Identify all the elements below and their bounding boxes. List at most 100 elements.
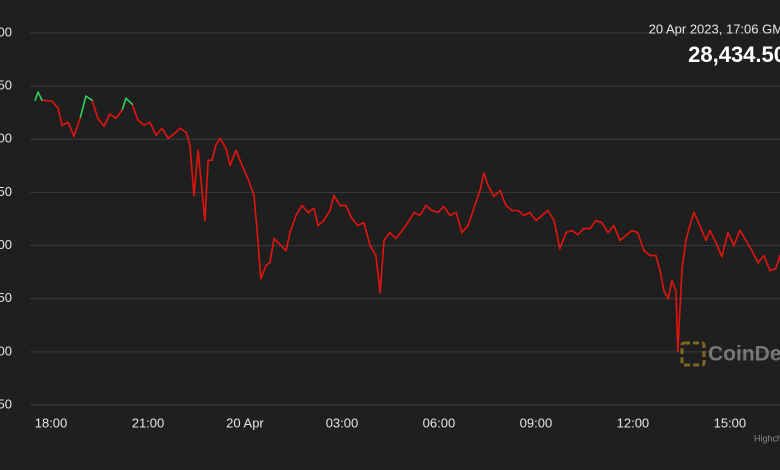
price-segment: [505, 204, 513, 212]
watermark-icon: [680, 341, 706, 367]
price-segment: [313, 207, 319, 227]
x-tick-label: 20 Apr: [226, 415, 264, 430]
price-segment: [631, 229, 639, 234]
price-segment: [204, 159, 209, 222]
price-segment: [51, 100, 59, 110]
price-segment: [727, 231, 735, 247]
price-segment: [541, 209, 549, 217]
price-segment: [547, 209, 555, 222]
price-segment: [345, 204, 353, 220]
x-tick-label: 15:00: [714, 415, 747, 430]
price-segment: [455, 211, 463, 234]
price-segment: [437, 205, 445, 214]
price-segment: [624, 229, 633, 237]
header-time: 20 Apr 2023, 17:06 GMT: [649, 21, 780, 36]
price-segment: [229, 149, 237, 167]
price-segment: [253, 194, 259, 242]
price-segment: [685, 224, 691, 242]
price-segment: [161, 127, 169, 140]
price-segment: [197, 149, 203, 192]
price-segment: [201, 189, 206, 222]
price-segment: [317, 219, 325, 227]
price-segment: [751, 249, 759, 264]
price-segment: [528, 211, 537, 222]
price-segment: [619, 234, 627, 242]
x-tick-label: 09:00: [520, 415, 553, 430]
x-tick-label: 03:00: [326, 415, 359, 430]
price-segment: [329, 194, 335, 212]
price-segment: [34, 91, 39, 101]
price-segment: [79, 95, 87, 120]
price-segment: [663, 289, 669, 300]
price-segment: [667, 279, 673, 300]
price-segment: [73, 117, 81, 138]
price-segment: [671, 279, 677, 292]
price-segment: [559, 231, 567, 250]
price-segment: [449, 211, 457, 217]
price-segment: [143, 121, 151, 127]
credits: Highcharts.com: [754, 433, 780, 443]
price-segment: [757, 254, 765, 264]
y-tick-label: 29,000: [0, 131, 12, 146]
price-segment: [333, 194, 341, 207]
price-segment: [655, 254, 661, 272]
price-segment: [179, 127, 187, 134]
y-tick-label: 28,750: [0, 184, 12, 199]
price-segment: [301, 204, 309, 214]
price-segment: [137, 119, 145, 127]
price-segment: [763, 254, 771, 272]
price-segment: [643, 249, 651, 257]
price-segment: [357, 221, 365, 227]
price-segment: [461, 224, 469, 234]
price-segment: [473, 189, 481, 210]
price-segment: [571, 229, 579, 236]
price-segment: [705, 229, 711, 242]
price-segment: [715, 241, 723, 258]
price-segment: [483, 172, 489, 187]
price-segment: [589, 219, 597, 230]
price-segment: [351, 217, 359, 227]
price-segment: [681, 239, 687, 270]
price-segment: [499, 189, 507, 207]
price-segment: [401, 221, 409, 232]
price-segment: [215, 137, 221, 147]
price-segment: [636, 231, 645, 252]
price-segment: [595, 219, 603, 224]
price-segment: [173, 127, 181, 135]
price-segment: [149, 121, 157, 137]
x-tick-label: 21:00: [132, 415, 165, 430]
price-segment: [185, 131, 191, 147]
price-segment: [745, 239, 753, 252]
price-segment: [419, 204, 427, 217]
price-segment: [269, 237, 275, 264]
price-segment: [219, 137, 227, 150]
price-segment: [61, 121, 69, 127]
price-segment: [721, 231, 729, 258]
price-segment: [189, 144, 195, 197]
price-segment: [285, 231, 291, 252]
price-segment: [289, 214, 297, 234]
price-segment: [565, 229, 573, 234]
price-segment: [613, 224, 621, 242]
price-segment: [131, 103, 139, 121]
price-segment: [431, 209, 439, 214]
price-segment: [323, 209, 331, 222]
price-segment: [769, 267, 777, 272]
price-segment: [577, 227, 585, 236]
price-segment: [607, 224, 615, 234]
price-segment: [121, 97, 127, 111]
price-segment: [225, 147, 231, 167]
price-segment: [675, 289, 679, 352]
price-segment: [241, 164, 249, 180]
price-segment: [211, 144, 217, 162]
price-segment: [693, 211, 701, 227]
watermark-logo: CoinDesk: [680, 341, 780, 367]
header-value: 28,434.50: [688, 42, 780, 67]
price-segment: [487, 184, 495, 198]
price-segment: [193, 149, 199, 197]
price-segment: [407, 211, 415, 224]
price-segment: [67, 121, 75, 138]
price-segment: [295, 204, 303, 217]
